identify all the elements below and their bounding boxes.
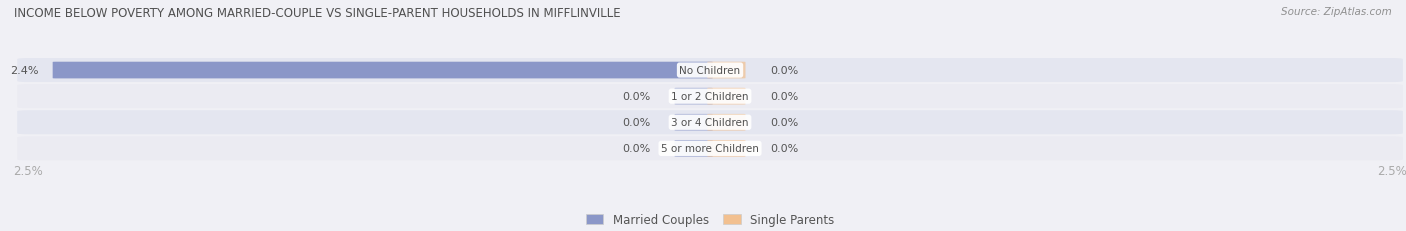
Text: INCOME BELOW POVERTY AMONG MARRIED-COUPLE VS SINGLE-PARENT HOUSEHOLDS IN MIFFLIN: INCOME BELOW POVERTY AMONG MARRIED-COUPL… xyxy=(14,7,620,20)
FancyBboxPatch shape xyxy=(675,114,713,131)
FancyBboxPatch shape xyxy=(675,88,713,105)
Text: 2.4%: 2.4% xyxy=(10,66,39,76)
Text: 0.0%: 0.0% xyxy=(770,118,799,128)
FancyBboxPatch shape xyxy=(707,114,745,131)
FancyBboxPatch shape xyxy=(707,62,745,79)
Text: No Children: No Children xyxy=(679,66,741,76)
Text: 0.0%: 0.0% xyxy=(770,66,799,76)
FancyBboxPatch shape xyxy=(707,140,745,157)
Text: 1 or 2 Children: 1 or 2 Children xyxy=(671,92,749,102)
FancyBboxPatch shape xyxy=(17,85,1403,109)
Text: 0.0%: 0.0% xyxy=(621,92,650,102)
Legend: Married Couples, Single Parents: Married Couples, Single Parents xyxy=(581,208,839,231)
Text: 3 or 4 Children: 3 or 4 Children xyxy=(671,118,749,128)
FancyBboxPatch shape xyxy=(707,88,745,105)
Text: 0.0%: 0.0% xyxy=(770,144,799,154)
Text: 0.0%: 0.0% xyxy=(770,92,799,102)
Text: 0.0%: 0.0% xyxy=(621,118,650,128)
Text: 0.0%: 0.0% xyxy=(621,144,650,154)
FancyBboxPatch shape xyxy=(52,62,713,79)
FancyBboxPatch shape xyxy=(17,59,1403,83)
FancyBboxPatch shape xyxy=(17,111,1403,135)
FancyBboxPatch shape xyxy=(675,140,713,157)
Text: 5 or more Children: 5 or more Children xyxy=(661,144,759,154)
FancyBboxPatch shape xyxy=(17,137,1403,161)
Text: Source: ZipAtlas.com: Source: ZipAtlas.com xyxy=(1281,7,1392,17)
